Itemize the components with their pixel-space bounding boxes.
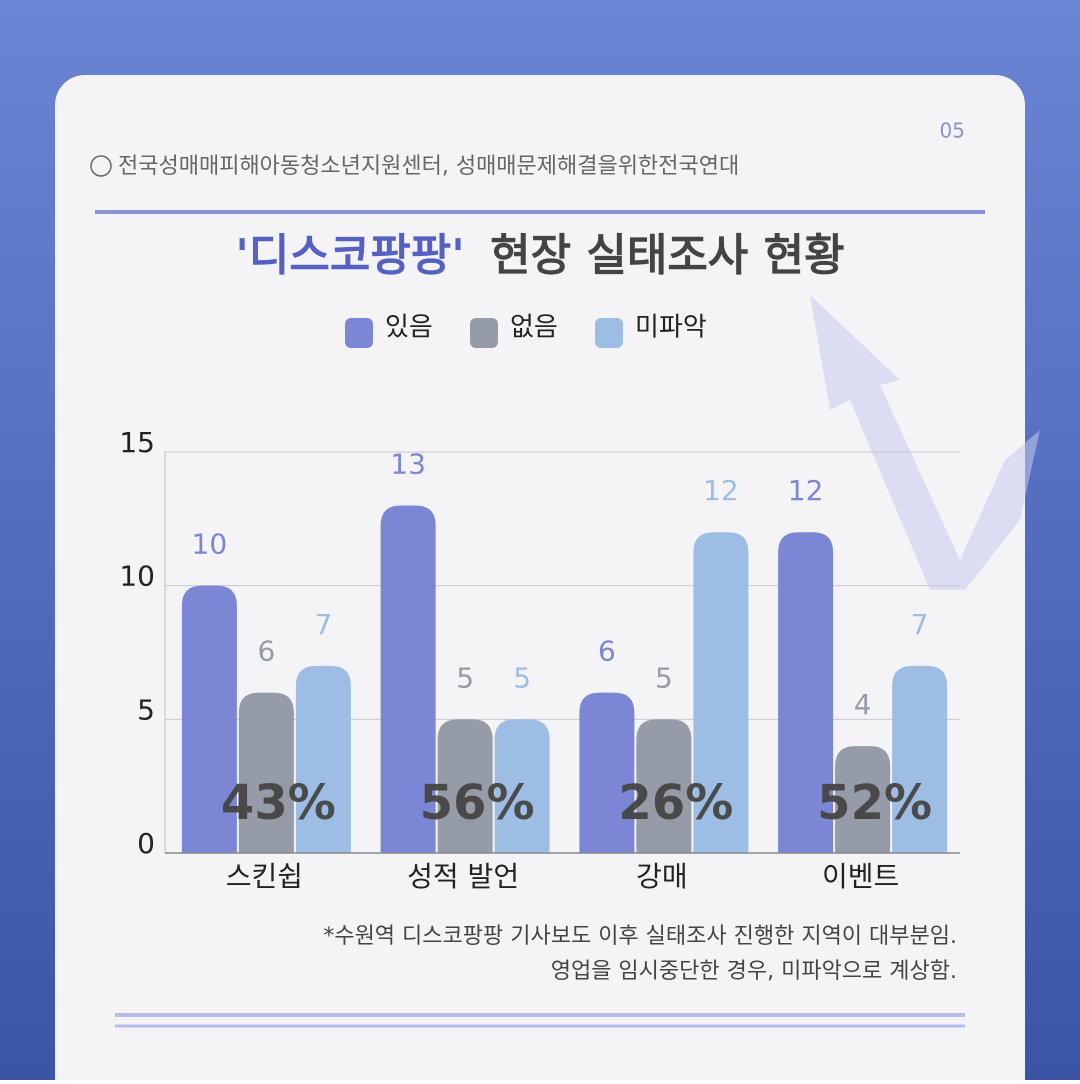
- value-label: 10: [192, 528, 228, 561]
- y-tick-label: 10: [119, 560, 155, 593]
- title-rest: 현장 실태조사 현황: [490, 230, 844, 281]
- x-tick-label: 강매: [636, 860, 688, 893]
- annotation: 52%: [817, 775, 932, 831]
- annotation: 26%: [618, 775, 733, 831]
- bar: [579, 692, 635, 853]
- bar: [778, 532, 834, 853]
- bar: [892, 665, 948, 853]
- value-label: 5: [655, 661, 673, 694]
- bar: [295, 665, 351, 853]
- value-label: 7: [911, 608, 929, 641]
- bar: [380, 505, 436, 853]
- legend-label: 없음: [510, 313, 558, 343]
- value-label: 5: [456, 661, 474, 694]
- value-label: 4: [854, 688, 872, 721]
- bar: [693, 532, 749, 853]
- annotation: 56%: [420, 775, 535, 831]
- value-label: 13: [390, 447, 426, 480]
- value-label: 6: [598, 635, 616, 668]
- bar: [636, 719, 692, 853]
- chart-title: '디스코팡팡' 현장 실태조사 현황: [235, 230, 844, 281]
- x-tick-label: 성적 발언: [407, 860, 519, 893]
- legend-swatch: [345, 318, 373, 348]
- bar: [181, 585, 237, 853]
- value-label: 12: [703, 474, 739, 507]
- y-tick-label: 15: [119, 426, 155, 459]
- globe-icon: [90, 155, 112, 177]
- x-tick-label: 스킨쉽: [226, 860, 303, 893]
- annotation: 43%: [221, 775, 336, 831]
- legend-label: 미파악: [635, 313, 707, 343]
- note: 영업을 임시중단한 경우, 미파악으로 계상함.: [551, 959, 957, 984]
- value-label: 7: [314, 608, 332, 641]
- legend-label: 있음: [385, 313, 433, 343]
- value-label: 5: [513, 661, 531, 694]
- page-number: 05: [940, 119, 965, 143]
- bar: [437, 719, 493, 853]
- bar: [238, 692, 294, 853]
- x-tick-label: 이벤트: [822, 860, 899, 893]
- bar: [835, 746, 891, 853]
- title-highlight: '디스코팡팡': [235, 230, 464, 281]
- source: 전국성매매피해아동청소년지원센터, 성매매문제해결을위한전국연대: [118, 154, 739, 179]
- legend-swatch: [595, 318, 623, 348]
- value-label: 6: [257, 635, 275, 668]
- legend-swatch: [470, 318, 498, 348]
- value-label: 12: [788, 474, 824, 507]
- arrow-decoration: [810, 295, 1040, 590]
- note: *수원역 디스코팡팡 기사보도 이후 실태조사 진행한 지역이 대부분임.: [323, 924, 957, 949]
- bar: [494, 719, 550, 853]
- y-tick-label: 5: [137, 693, 155, 726]
- y-tick-label: 0: [137, 827, 155, 860]
